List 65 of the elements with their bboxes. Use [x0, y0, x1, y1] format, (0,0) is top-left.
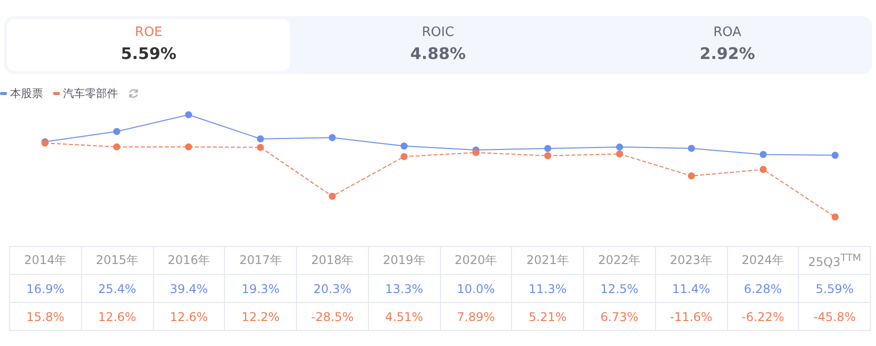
point: [832, 152, 839, 159]
point: [328, 134, 336, 142]
legend-label: 本股票: [9, 86, 43, 101]
x-tick-label: 2018年: [296, 246, 368, 274]
point: [616, 144, 624, 150]
point: [472, 149, 480, 156]
x-tick-label: 2022年: [584, 246, 656, 274]
data-label: 19.3%: [224, 274, 296, 302]
x-tick-label: 2015年: [81, 246, 153, 274]
data-label: 11.3%: [512, 274, 584, 302]
data-label: 15.8%: [10, 302, 82, 330]
x-tick-label: 2019年: [368, 246, 440, 274]
x-tick-label: 2014年: [10, 246, 82, 274]
point: [113, 143, 120, 150]
point: [400, 142, 408, 150]
point: [544, 152, 552, 160]
text: 4.88%: [409, 44, 467, 63]
point: [113, 128, 120, 136]
data-label: 5.21%: [512, 302, 584, 330]
data-label: 4.51%: [368, 302, 440, 330]
x-tick-label: 2017年: [224, 246, 296, 274]
legend-label: 汽车零部件: [62, 86, 118, 101]
data-label: 12.6%: [153, 302, 225, 330]
data-label: 12.5%: [584, 274, 656, 302]
point: [616, 150, 624, 158]
data-label: 12.6%: [81, 302, 153, 330]
data-label: -11.6%: [655, 302, 727, 330]
data-label: -28.5%: [296, 302, 368, 330]
data-label: -45.8%: [798, 302, 870, 330]
point: [832, 213, 839, 220]
data-label: 39.4%: [153, 274, 225, 302]
data-label: 7.89%: [440, 302, 512, 330]
x-tick-label: 2024年: [727, 246, 799, 274]
point: [760, 150, 767, 158]
text: 2.92%: [698, 44, 756, 63]
data-label: 12.2%: [224, 302, 296, 330]
data-label: 13.3%: [368, 274, 440, 302]
x-tick-label: 25Q3$^{TTM}$: [798, 246, 870, 274]
text: ROIC: [420, 25, 456, 40]
point: [185, 111, 192, 118]
data-label: 6.73%: [584, 302, 656, 330]
data-label: 5.59%: [798, 274, 870, 302]
data-label: 25.4%: [81, 274, 153, 302]
x-tick-label: 2020年: [440, 246, 512, 274]
point: [544, 144, 552, 152]
data-label: 20.3%: [296, 274, 368, 302]
x-tick-label: 2021年: [512, 246, 584, 274]
data-label: -6.22%: [727, 302, 799, 330]
data-label: 10.0%: [440, 274, 512, 302]
point: [256, 144, 264, 151]
text: ROE: [134, 25, 164, 40]
point: [328, 192, 336, 200]
point: [185, 143, 192, 150]
point: [688, 172, 695, 180]
point: [760, 166, 767, 173]
point: [400, 153, 408, 160]
data-label: 16.9%: [10, 274, 82, 302]
point: [688, 144, 695, 152]
data-label: 6.28%: [727, 274, 799, 302]
point: [256, 135, 264, 142]
text: ROA: [712, 25, 742, 40]
data-label: 11.4%: [655, 274, 727, 302]
text: 5.59%: [120, 44, 178, 63]
x-tick-label: 2016年: [153, 246, 225, 274]
x-tick-label: 2023年: [655, 246, 727, 274]
